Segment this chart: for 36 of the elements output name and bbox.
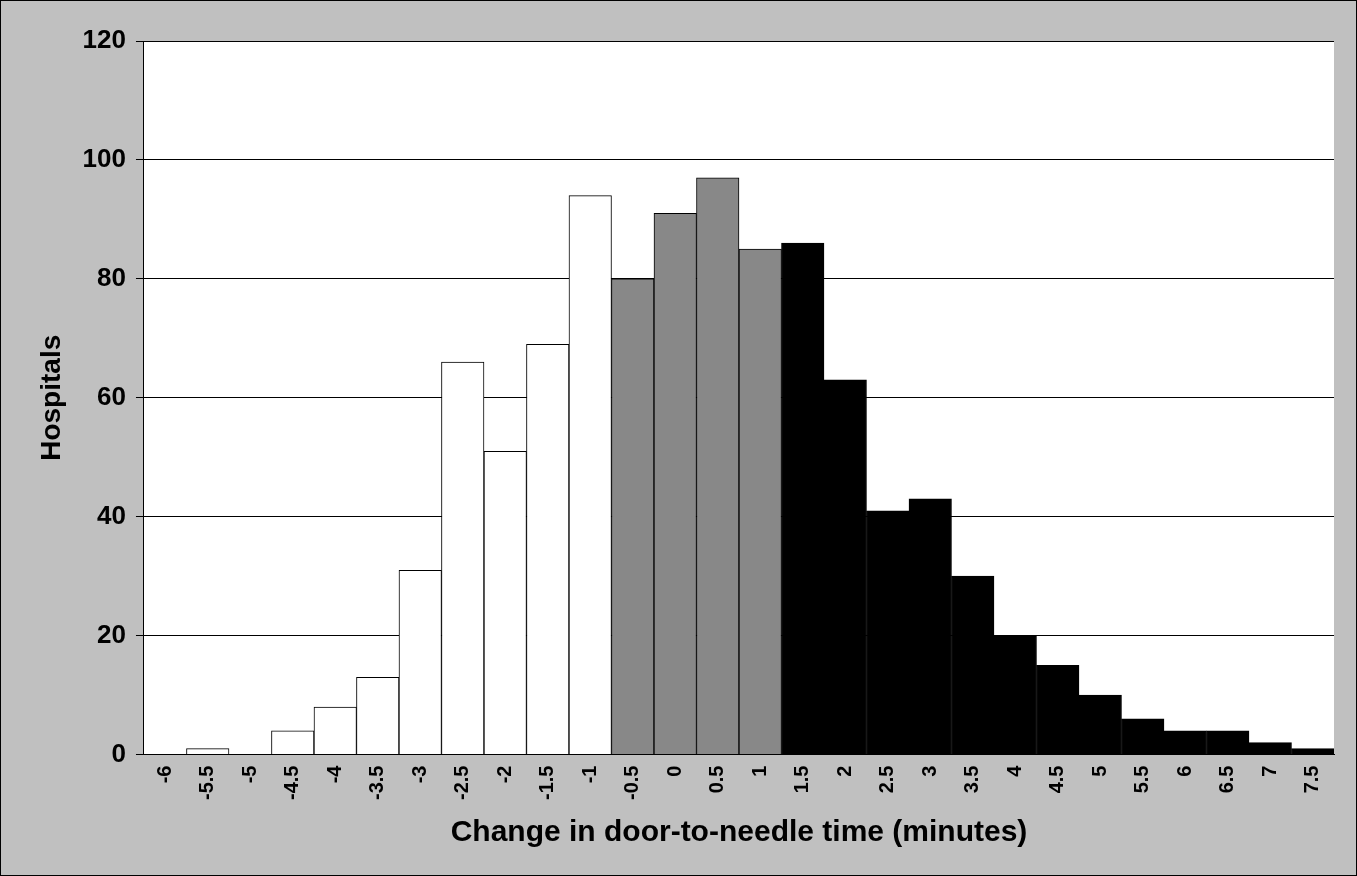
y-tick-label: 120 [82,24,126,55]
x-tick-label: 0.5 [705,765,728,794]
x-tick-label: 2 [832,765,855,777]
y-tick-label: 40 [97,499,126,530]
x-tick-label: 1 [747,765,770,777]
x-tick-label: 5.5 [1130,765,1153,794]
y-tick-label: 100 [82,143,126,174]
x-tick-label: 3 [917,765,940,777]
y-axis-title: Hospitals [34,334,66,461]
x-tick-label: -3 [407,765,430,784]
x-tick-label: 7 [1257,765,1280,777]
x-tick-label: 1.5 [790,765,813,794]
x-tick-label: -5 [237,765,260,784]
x-tick-label: 4 [1002,764,1025,777]
x-tick-label: -2.5 [450,765,473,801]
x-tick-label: 2.5 [875,765,898,794]
y-tick-label: 80 [97,262,126,293]
x-tick-label: -1.5 [535,765,558,801]
x-tick-label: 0 [662,765,685,777]
x-tick-label: 4.5 [1045,765,1068,794]
x-tick-label: 6.5 [1215,765,1238,794]
x-tick-label: -3.5 [365,765,388,801]
y-tick-label: 60 [97,380,126,411]
x-tick-label: -4 [322,764,345,784]
x-tick-label: 6 [1172,765,1195,777]
x-tick-label: 5 [1087,765,1110,777]
x-tick-label: 7.5 [1300,765,1323,794]
x-tick-label: -1 [577,765,600,784]
x-tick-label: 3.5 [960,765,983,794]
x-tick-label: -2 [492,765,515,784]
x-tick-label: -6 [152,765,175,784]
y-tick-label: 20 [97,618,126,649]
x-tick-label: -0.5 [620,765,643,801]
x-tick-label: -5.5 [195,765,218,801]
x-tick-label: -4.5 [280,765,303,801]
x-axis-title: Change in door-to-needle time (minutes) [450,814,1028,848]
